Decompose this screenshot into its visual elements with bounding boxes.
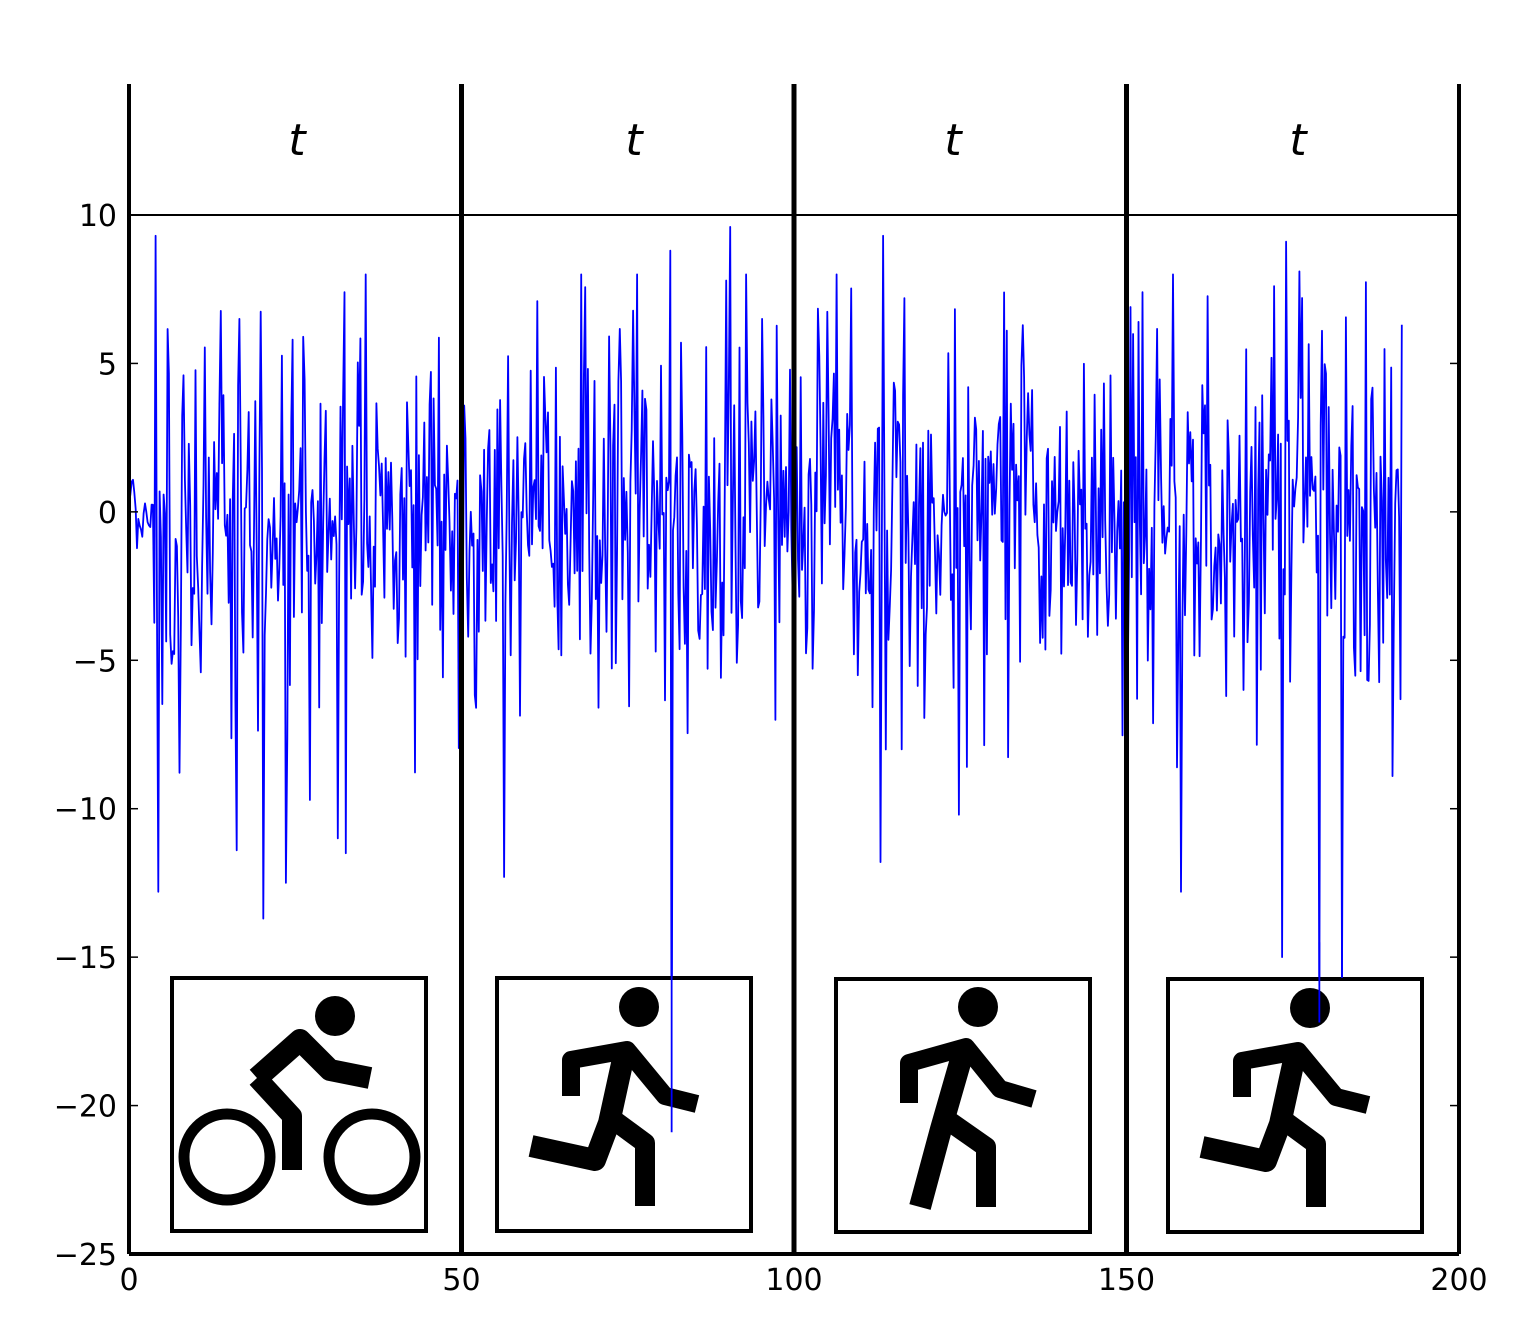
series-line [129,226,1403,1134]
head [315,996,355,1036]
head [619,987,659,1027]
x-tick-label: 50 [442,1263,480,1298]
y-tick-label: −10 [54,793,117,828]
y-tick-label: −5 [73,644,117,679]
cycling-icon [170,976,428,1233]
front-leg [940,1110,996,1207]
y-tick-label: −20 [54,1090,117,1125]
segment-label: t [1289,115,1308,166]
y-tick-label: 0 [98,496,117,531]
segment-label: t [625,115,644,166]
front-leg [1276,1110,1326,1207]
x-tick-label: 100 [765,1263,822,1298]
y-tick-label: 5 [98,347,117,382]
segment-label: t [288,115,307,166]
x-tick-label: 200 [1430,1263,1487,1298]
arms [900,1038,1037,1108]
y-tick-label: 10 [79,199,117,234]
walking-icon [834,977,1092,1234]
leg [249,1071,302,1170]
y-tick-label: −25 [54,1238,117,1273]
icon-box [834,977,1092,1234]
x-tick-label: 150 [1098,1263,1155,1298]
running-icon [1166,977,1424,1234]
running-icon [495,976,753,1233]
y-tick-label: −15 [54,941,117,976]
wheel-rear [178,1108,276,1206]
head [1290,988,1330,1028]
arms [1233,1042,1371,1114]
wheel-front [323,1108,421,1206]
icon-box [170,976,428,1233]
torso-arm [249,1029,373,1089]
rear-leg [909,1045,975,1210]
head [958,987,998,1027]
segment-label: t [944,115,963,166]
front-leg [605,1109,655,1206]
arms [562,1041,700,1113]
x-tick-label: 0 [119,1263,138,1298]
rear-leg [1199,1048,1307,1172]
rear-leg [528,1047,636,1171]
